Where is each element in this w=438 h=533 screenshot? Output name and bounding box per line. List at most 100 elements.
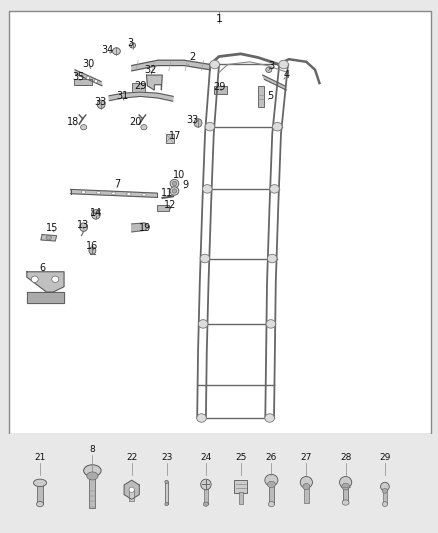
Ellipse shape bbox=[89, 247, 96, 254]
Polygon shape bbox=[132, 60, 210, 71]
Text: 31: 31 bbox=[116, 91, 128, 101]
Polygon shape bbox=[27, 272, 64, 292]
Ellipse shape bbox=[129, 487, 134, 492]
Bar bbox=[166, 134, 173, 143]
Text: 1: 1 bbox=[215, 14, 223, 25]
Text: 33: 33 bbox=[187, 115, 199, 125]
Ellipse shape bbox=[172, 181, 177, 185]
Ellipse shape bbox=[46, 236, 51, 240]
Ellipse shape bbox=[267, 254, 277, 263]
Bar bbox=[37, 483, 42, 504]
Text: 34: 34 bbox=[102, 45, 114, 54]
Ellipse shape bbox=[270, 184, 279, 193]
Polygon shape bbox=[147, 75, 162, 90]
Text: 21: 21 bbox=[34, 454, 46, 463]
Polygon shape bbox=[124, 480, 139, 499]
Ellipse shape bbox=[86, 76, 90, 79]
Bar bbox=[74, 79, 92, 85]
Text: 22: 22 bbox=[126, 454, 137, 463]
Text: 23: 23 bbox=[161, 454, 172, 463]
Text: 13: 13 bbox=[77, 220, 89, 230]
Text: 11: 11 bbox=[161, 188, 173, 198]
Polygon shape bbox=[132, 223, 149, 232]
Ellipse shape bbox=[31, 276, 38, 282]
Ellipse shape bbox=[339, 477, 352, 488]
Text: 7: 7 bbox=[115, 179, 121, 189]
Text: 29: 29 bbox=[213, 82, 225, 92]
Text: 35: 35 bbox=[72, 72, 85, 82]
Bar bbox=[214, 86, 227, 94]
Ellipse shape bbox=[87, 472, 98, 480]
Text: 14: 14 bbox=[90, 208, 102, 219]
Text: 8: 8 bbox=[89, 446, 95, 455]
Polygon shape bbox=[71, 189, 157, 197]
Text: 25: 25 bbox=[235, 454, 247, 463]
Ellipse shape bbox=[170, 187, 179, 195]
Ellipse shape bbox=[342, 500, 349, 505]
Ellipse shape bbox=[33, 479, 46, 487]
Ellipse shape bbox=[202, 184, 212, 193]
Bar bbox=[239, 492, 243, 504]
Text: 2: 2 bbox=[188, 52, 196, 64]
Bar bbox=[383, 491, 387, 504]
Text: 6: 6 bbox=[39, 263, 45, 272]
Ellipse shape bbox=[268, 502, 275, 507]
Ellipse shape bbox=[201, 479, 211, 490]
Ellipse shape bbox=[36, 502, 43, 507]
Ellipse shape bbox=[300, 477, 312, 488]
Text: 10: 10 bbox=[173, 170, 185, 180]
Text: 16: 16 bbox=[86, 241, 99, 251]
Text: 29: 29 bbox=[134, 81, 147, 91]
Ellipse shape bbox=[172, 189, 177, 193]
Ellipse shape bbox=[265, 474, 278, 486]
Bar bbox=[89, 476, 95, 508]
Text: 19: 19 bbox=[139, 223, 151, 233]
Polygon shape bbox=[41, 235, 57, 241]
Ellipse shape bbox=[80, 223, 88, 231]
Ellipse shape bbox=[381, 482, 389, 491]
Ellipse shape bbox=[112, 192, 116, 195]
Ellipse shape bbox=[265, 414, 275, 422]
Polygon shape bbox=[75, 70, 102, 86]
Ellipse shape bbox=[268, 481, 276, 488]
Text: 18: 18 bbox=[67, 117, 79, 127]
Bar bbox=[204, 484, 208, 504]
Bar bbox=[234, 480, 247, 494]
Ellipse shape bbox=[205, 123, 215, 131]
Text: 24: 24 bbox=[200, 454, 212, 463]
Text: 33: 33 bbox=[94, 96, 106, 107]
Bar bbox=[1, 434, 437, 532]
Ellipse shape bbox=[170, 179, 179, 188]
Ellipse shape bbox=[198, 320, 208, 328]
Ellipse shape bbox=[141, 125, 147, 130]
Text: 15: 15 bbox=[46, 223, 58, 233]
Ellipse shape bbox=[266, 67, 272, 72]
Ellipse shape bbox=[92, 209, 100, 219]
Polygon shape bbox=[263, 75, 286, 90]
Bar bbox=[165, 482, 168, 504]
Ellipse shape bbox=[165, 503, 168, 506]
Text: 17: 17 bbox=[169, 131, 181, 141]
Ellipse shape bbox=[142, 193, 146, 196]
Text: 3: 3 bbox=[128, 38, 134, 48]
Ellipse shape bbox=[165, 480, 168, 483]
Text: 3: 3 bbox=[268, 61, 275, 71]
Bar bbox=[10, 11, 431, 434]
Text: 4: 4 bbox=[284, 70, 290, 80]
Ellipse shape bbox=[203, 502, 208, 506]
Bar bbox=[343, 487, 348, 503]
Ellipse shape bbox=[200, 254, 210, 263]
Polygon shape bbox=[109, 92, 173, 101]
Ellipse shape bbox=[130, 43, 136, 48]
Text: 5: 5 bbox=[267, 91, 274, 101]
Bar bbox=[132, 83, 145, 93]
Ellipse shape bbox=[210, 60, 219, 69]
Ellipse shape bbox=[94, 80, 98, 83]
Text: 28: 28 bbox=[340, 454, 351, 463]
Ellipse shape bbox=[52, 276, 59, 282]
Ellipse shape bbox=[84, 465, 101, 477]
Ellipse shape bbox=[127, 193, 131, 196]
Ellipse shape bbox=[96, 191, 101, 194]
Ellipse shape bbox=[382, 502, 388, 506]
Ellipse shape bbox=[194, 119, 202, 127]
